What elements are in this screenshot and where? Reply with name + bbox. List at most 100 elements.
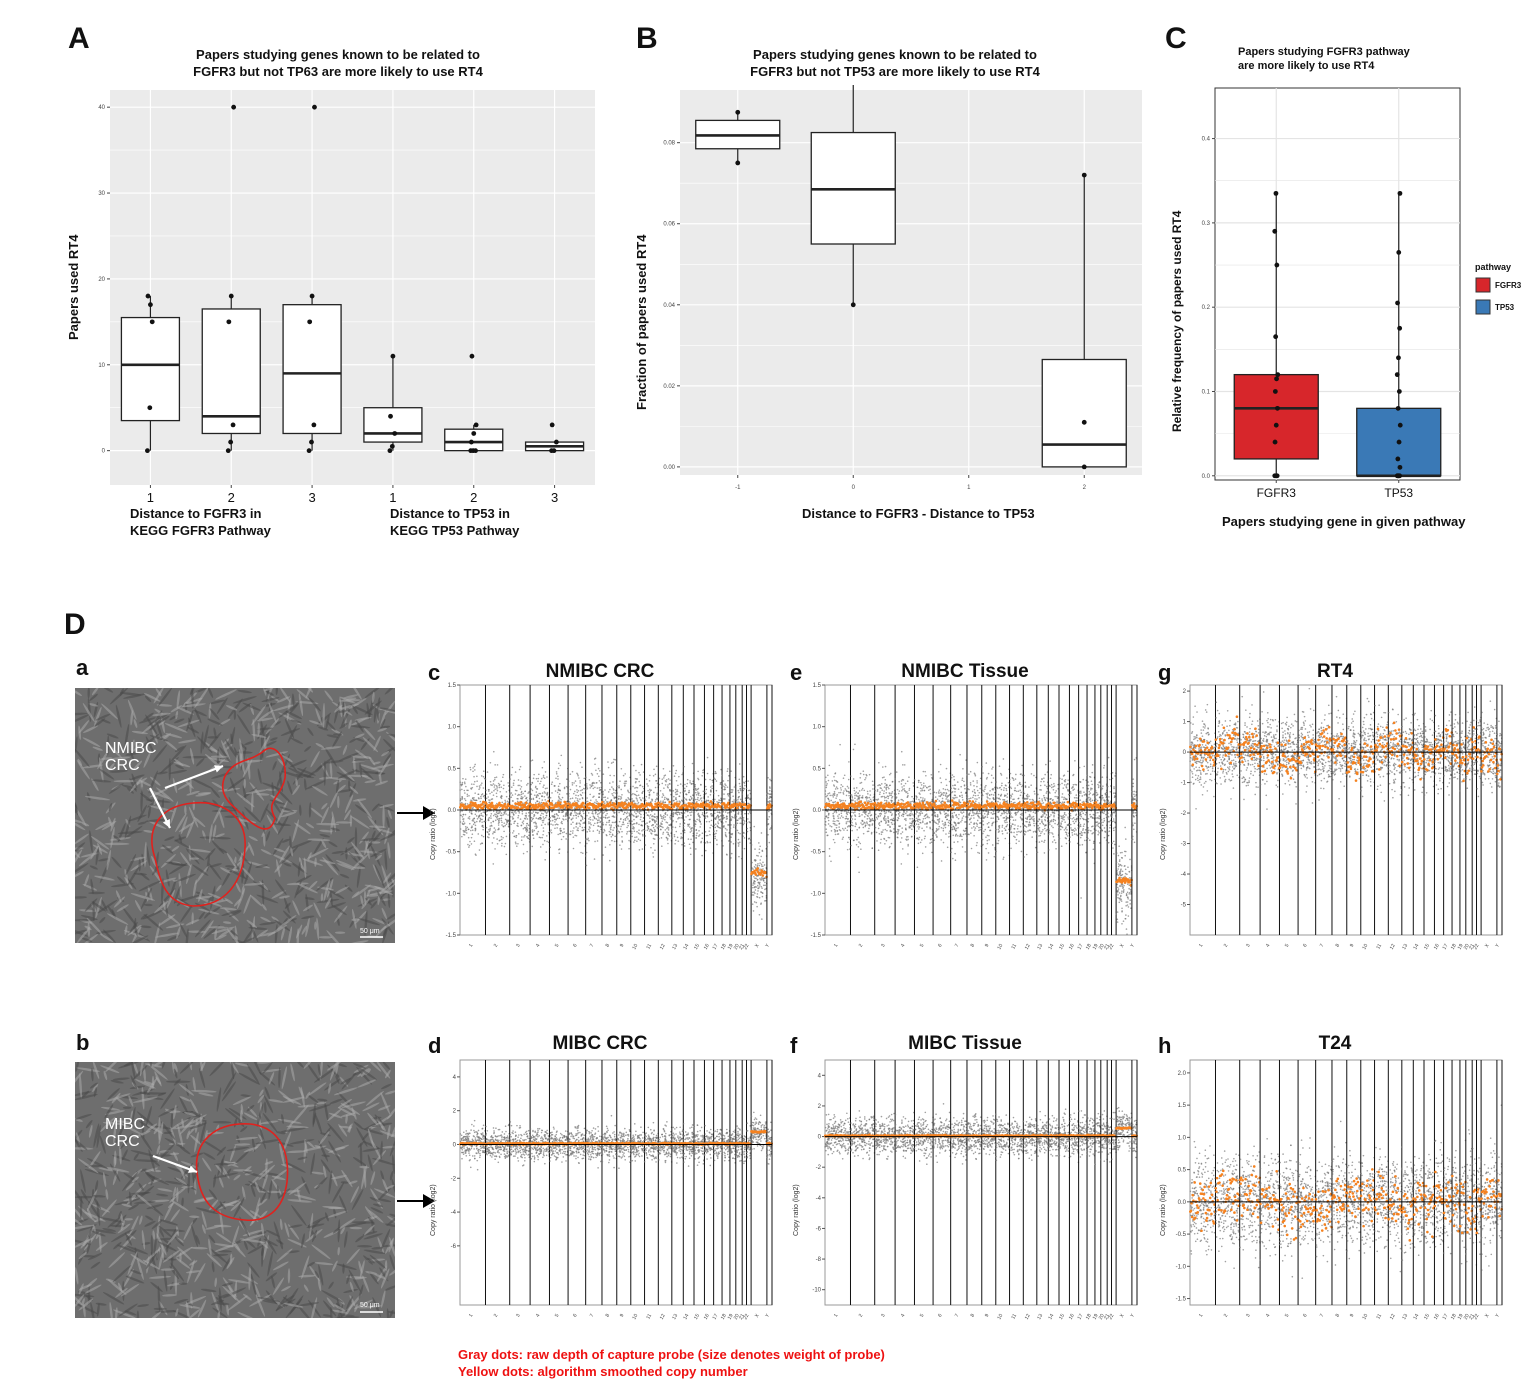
raw-probe-point <box>693 796 696 799</box>
panel-b-title-line1: Papers studying genes known to be relate… <box>680 46 1110 63</box>
raw-probe-point <box>628 830 630 833</box>
raw-probe-point <box>565 811 568 814</box>
chromosome-label: 16 <box>703 943 711 951</box>
raw-probe-point <box>700 841 702 844</box>
raw-probe-point <box>481 825 483 828</box>
cell-texture <box>120 1220 125 1231</box>
raw-probe-point <box>607 791 610 793</box>
cell-texture <box>372 761 381 765</box>
raw-probe-point <box>469 829 472 832</box>
cell-texture <box>153 1127 159 1135</box>
cell-texture <box>118 1062 141 1069</box>
cell-texture <box>248 1265 251 1291</box>
cell-texture <box>366 1090 385 1106</box>
cell-texture <box>341 1101 366 1108</box>
raw-probe-point <box>520 824 523 827</box>
cell-texture <box>280 1127 307 1133</box>
cell-texture <box>182 755 208 759</box>
cell-texture <box>192 800 196 811</box>
cell-texture <box>349 1281 354 1292</box>
cell-texture <box>260 849 272 855</box>
cell-texture <box>340 1112 356 1118</box>
cell-texture <box>288 1224 300 1240</box>
raw-probe-point <box>713 800 715 803</box>
cell-texture <box>106 849 111 871</box>
cell-texture <box>352 798 367 802</box>
cell-texture <box>170 1209 180 1222</box>
cell-texture <box>128 1203 139 1211</box>
cell-texture <box>349 814 353 827</box>
cell-texture <box>216 1146 227 1156</box>
raw-probe-point <box>701 813 704 816</box>
cell-texture <box>372 1203 383 1207</box>
cell-texture <box>82 737 101 748</box>
raw-probe-point <box>481 782 483 784</box>
cell-texture <box>130 710 134 726</box>
raw-probe-point <box>589 787 591 789</box>
raw-probe-point <box>695 820 697 823</box>
data-point <box>1275 405 1280 411</box>
raw-probe-point <box>699 794 702 797</box>
raw-probe-point <box>605 823 607 826</box>
raw-probe-point <box>677 811 680 814</box>
raw-probe-point <box>551 800 554 802</box>
raw-probe-point <box>484 815 487 817</box>
cell-texture <box>222 1256 232 1272</box>
raw-probe-point <box>679 801 682 803</box>
raw-probe-point <box>512 782 515 785</box>
raw-probe-point <box>662 802 665 804</box>
raw-probe-point <box>555 823 558 825</box>
raw-probe-point <box>652 824 655 826</box>
raw-probe-point <box>676 813 679 816</box>
raw-probe-point <box>585 788 587 791</box>
raw-probe-point <box>521 810 524 813</box>
cell-texture <box>328 1083 332 1094</box>
cell-texture <box>207 892 224 900</box>
raw-probe-point <box>564 808 566 810</box>
raw-probe-point <box>667 833 670 836</box>
raw-probe-point <box>630 793 633 796</box>
cell-texture <box>207 896 212 905</box>
cell-texture <box>280 926 286 941</box>
raw-probe-point <box>573 800 576 802</box>
raw-probe-point <box>664 774 667 777</box>
cell-texture <box>198 908 220 915</box>
cell-texture <box>164 1180 183 1185</box>
cell-texture <box>304 1140 308 1154</box>
cell-texture <box>265 1272 278 1282</box>
raw-probe-point <box>530 760 532 762</box>
raw-probe-point <box>640 810 642 813</box>
raw-probe-point <box>683 765 685 768</box>
cell-texture <box>146 1077 158 1095</box>
raw-probe-point <box>613 758 615 761</box>
raw-probe-point <box>527 824 530 826</box>
cell-texture <box>244 806 261 823</box>
cell-texture <box>366 841 373 850</box>
cell-texture <box>207 688 214 698</box>
raw-probe-point <box>509 820 512 822</box>
cell-texture <box>118 1303 138 1317</box>
raw-probe-point <box>618 795 620 798</box>
cell-texture <box>389 1254 395 1270</box>
cell-texture <box>182 703 206 708</box>
raw-probe-point <box>576 798 579 800</box>
raw-probe-point <box>580 819 582 822</box>
raw-probe-point <box>697 770 699 773</box>
raw-probe-point <box>499 839 501 841</box>
raw-probe-point <box>522 852 525 855</box>
raw-probe-point <box>558 762 560 765</box>
raw-probe-point <box>641 833 644 836</box>
raw-probe-point <box>560 820 563 823</box>
cell-texture <box>75 833 89 845</box>
cell-texture <box>268 1180 273 1200</box>
cell-texture <box>114 1198 140 1206</box>
cell-texture <box>238 1072 261 1085</box>
raw-probe-point <box>464 778 467 780</box>
raw-probe-point <box>522 796 524 799</box>
raw-probe-point <box>529 850 531 853</box>
chromosome-label: 3 <box>515 943 522 949</box>
raw-probe-point <box>723 825 725 827</box>
raw-probe-point <box>494 815 497 818</box>
raw-probe-point <box>707 796 709 798</box>
raw-probe-point <box>701 837 704 840</box>
